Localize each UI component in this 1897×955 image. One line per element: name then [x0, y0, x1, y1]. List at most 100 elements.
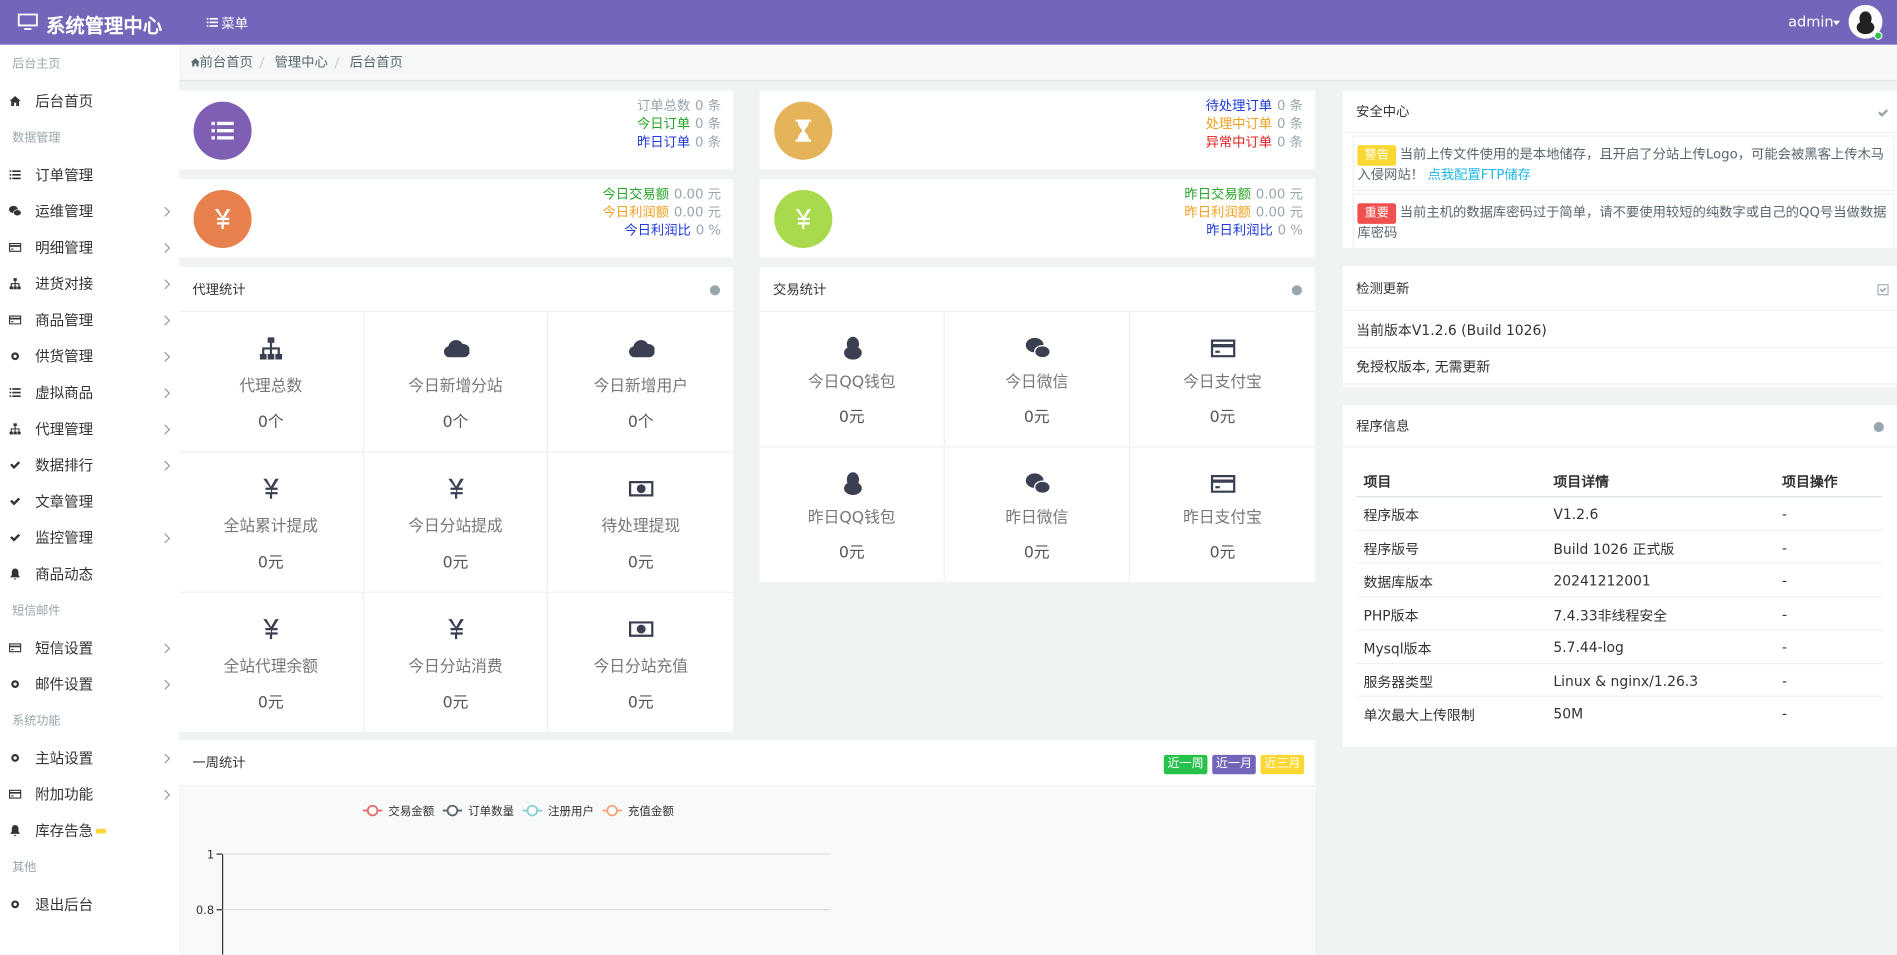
icon	[9, 170, 21, 180]
breadcrumb-link[interactable]: 管理中心	[274, 54, 328, 71]
icon-part	[268, 337, 275, 343]
stat-cell: 昨日支付宝 0元	[1129, 448, 1316, 584]
icon	[9, 242, 22, 252]
nav-item[interactable]: 监控管理	[0, 520, 179, 556]
icon-part	[13, 902, 17, 906]
stat-cell: 今日分站充值 0元	[548, 593, 734, 734]
table-cell: 20241212001	[1553, 572, 1651, 590]
legend-label: 充值金额	[628, 804, 674, 818]
stat-cell-value: 0个	[257, 413, 284, 432]
y-tick-label: 1	[207, 847, 214, 861]
stat-card: 昨日交易额 0.00 元昨日利润额 0.00 元昨日利润比 0 %	[759, 179, 1316, 258]
stat-cell: 代理总数 0个	[179, 312, 364, 453]
menu-toggle[interactable]: 菜单	[206, 13, 248, 32]
icon-part	[13, 286, 17, 290]
icon	[9, 278, 21, 290]
icon-part	[1214, 486, 1220, 489]
icon	[9, 643, 22, 653]
nav-item[interactable]: 数据排行	[0, 448, 179, 484]
range-button[interactable]: 近一月	[1212, 754, 1256, 775]
icon	[11, 754, 20, 762]
icon	[211, 121, 234, 140]
nav-item[interactable]: 明细管理	[0, 230, 179, 266]
icon-part	[1856, 20, 1875, 35]
panel-heading: 交易统计	[759, 267, 1316, 313]
icon	[9, 315, 22, 325]
table-cell: -	[1782, 705, 1788, 723]
nav-item[interactable]: 文章管理	[0, 484, 179, 520]
table-cell: 程序版号	[1363, 540, 1420, 558]
stat-label: 昨日订单	[636, 134, 691, 151]
nav-item[interactable]: 主站设置	[0, 740, 179, 776]
stat-value: 0 条	[1276, 116, 1303, 132]
nav-item[interactable]: 代理管理	[0, 411, 179, 447]
nav-item[interactable]: 虚拟商品	[0, 375, 179, 411]
icon	[443, 339, 470, 358]
table-row	[1356, 497, 1883, 531]
icon-part	[164, 352, 171, 362]
stat-cell-label: 昨日QQ钱包	[807, 509, 896, 528]
range-button[interactable]: 近三月	[1260, 754, 1305, 775]
stat-cell-value: 0个	[627, 413, 654, 432]
stat-cell: 今日分站消费 0元	[363, 592, 549, 734]
stat-cell-label: 代理总数	[239, 377, 303, 396]
nav-badge	[95, 828, 107, 834]
icon-part	[164, 206, 171, 217]
icon	[843, 336, 862, 360]
nav-item[interactable]: 进货对接	[0, 266, 179, 302]
nav-item[interactable]: 运维管理	[0, 194, 179, 230]
icon-part	[17, 286, 21, 290]
menu-label: 菜单	[221, 15, 249, 32]
nav-item[interactable]: 供货管理	[0, 339, 179, 375]
icon-part	[24, 28, 32, 30]
range-button[interactable]: 近一周	[1163, 754, 1208, 775]
nav-item[interactable]: 订单管理	[0, 157, 179, 193]
nav-item[interactable]: 库存告急	[0, 813, 179, 849]
avatar[interactable]	[1848, 4, 1883, 39]
icon	[1877, 283, 1889, 295]
icon	[17, 13, 38, 30]
nav-item[interactable]: 商品管理	[0, 302, 179, 338]
nav-item-label: 附加功能	[35, 786, 94, 804]
icon	[709, 284, 721, 295]
icon-part	[1879, 286, 1887, 292]
stat-cell-label: 待处理提现	[601, 517, 681, 536]
icon-part	[10, 568, 21, 580]
nav-item[interactable]: 短信设置	[0, 630, 179, 666]
chart: 交易金额 订单数量 注册用户 充值金额 0.8 1	[196, 804, 832, 955]
icon	[10, 497, 21, 506]
table-cell: Build 1026 正式版	[1553, 540, 1675, 558]
icon-part	[843, 346, 862, 360]
icon	[1025, 473, 1051, 495]
update-panel: 检测更新 当前版本V1.2.6 (Build 1026) 免授权版本, 无需更新	[1342, 266, 1897, 388]
stat-cell-label: 今日分站提成	[408, 517, 503, 536]
stat-line: 今日订单 0 条	[637, 115, 721, 133]
icon-part	[628, 480, 653, 497]
icon	[1878, 108, 1889, 117]
breadcrumb-link[interactable]: 后台首页	[349, 54, 403, 71]
icon	[1025, 337, 1051, 359]
nav-item[interactable]: 附加功能	[0, 777, 179, 813]
nav-item[interactable]: 退出后台	[0, 887, 179, 923]
icon	[9, 388, 21, 398]
icon	[1291, 284, 1302, 295]
nav-item[interactable]: 邮件设置	[0, 667, 179, 703]
nav-item[interactable]: 商品动态	[0, 557, 179, 593]
icon-part	[13, 756, 17, 760]
stat-cell-label: 今日分站充值	[593, 658, 688, 677]
table-rule	[1356, 496, 1883, 498]
stat-label: 待处理订单	[1205, 97, 1273, 114]
nav-item-label: 进货对接	[35, 275, 94, 293]
icon	[628, 480, 653, 497]
nav-item[interactable]: 后台首页	[0, 83, 179, 119]
icon-part	[164, 533, 171, 544]
nav-item-label: 订单管理	[35, 166, 94, 184]
alert-link[interactable]: 点我配置FTP储存	[1427, 166, 1532, 183]
stat-label: 异常中订单	[1205, 134, 1273, 151]
icon-part	[164, 679, 171, 690]
breadcrumb-link[interactable]: 前台首页	[199, 54, 253, 71]
user-name[interactable]: admin	[1788, 13, 1834, 31]
security-panel: 安全中心 警告 当前上传文件使用的是本地储存，且开启了分站上传Logo，可能会被黑客…	[1342, 90, 1897, 250]
nav-item-label: 主站设置	[35, 750, 94, 768]
icon-part	[1210, 475, 1235, 493]
